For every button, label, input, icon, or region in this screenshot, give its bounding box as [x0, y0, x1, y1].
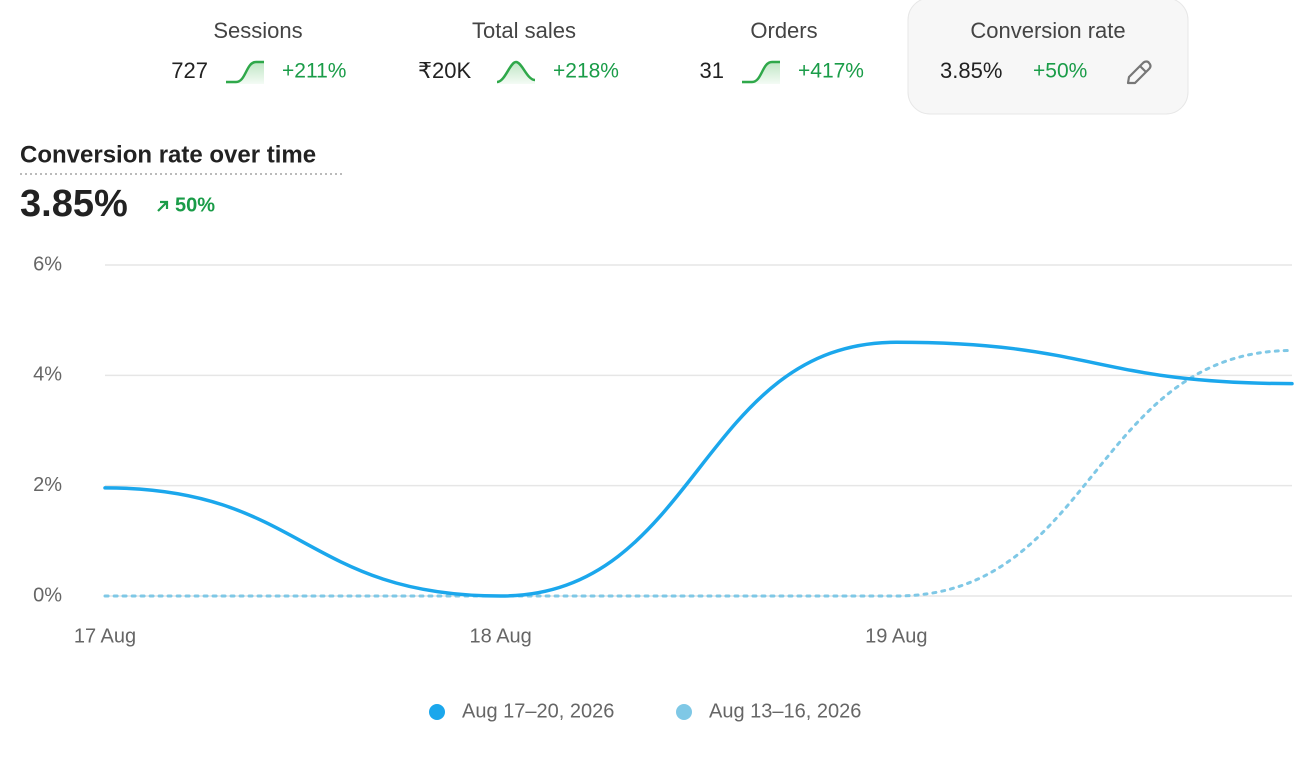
metric-label: Orders — [750, 18, 817, 43]
sparkline — [226, 60, 264, 84]
metric-label: Conversion rate — [970, 18, 1125, 43]
legend-dot — [429, 704, 445, 720]
y-tick-label: 2% — [33, 474, 62, 496]
legend-dot — [676, 704, 692, 720]
edit-icon[interactable] — [1126, 60, 1152, 85]
y-tick-label: 4% — [33, 364, 62, 386]
metric-value: 31 — [700, 58, 724, 83]
up-arrow — [157, 200, 169, 212]
x-tick-label: 19 Aug — [865, 625, 927, 647]
summary-value: 3.85% — [20, 183, 128, 225]
y-tick-label: 0% — [33, 584, 62, 606]
summary-change: 50% — [175, 194, 215, 216]
series-line — [103, 349, 1294, 598]
metric-value: 3.85% — [940, 58, 1002, 83]
x-tick-label: 17 Aug — [74, 625, 136, 647]
metric-change: +417% — [798, 60, 864, 83]
selected-card[interactable] — [907, 0, 1189, 115]
metric-change: +218% — [553, 60, 619, 83]
metric-value: ₹20K — [418, 58, 471, 83]
x-tick-label: 18 Aug — [470, 625, 532, 647]
metric-change: +211% — [282, 60, 346, 83]
metric-label: Sessions — [213, 18, 302, 43]
y-tick-label: 6% — [33, 253, 62, 275]
metric-label: Total sales — [472, 18, 576, 43]
chart-title: Conversion rate over time — [20, 141, 316, 168]
legend-label: Aug 17–20, 2026 — [462, 700, 614, 722]
series-line — [103, 340, 1294, 598]
sparkline — [496, 60, 536, 84]
legend-label: Aug 13–16, 2026 — [709, 700, 861, 722]
metric-change: +50% — [1033, 60, 1087, 83]
sparkline — [742, 60, 780, 84]
metric-value: 727 — [171, 58, 208, 83]
